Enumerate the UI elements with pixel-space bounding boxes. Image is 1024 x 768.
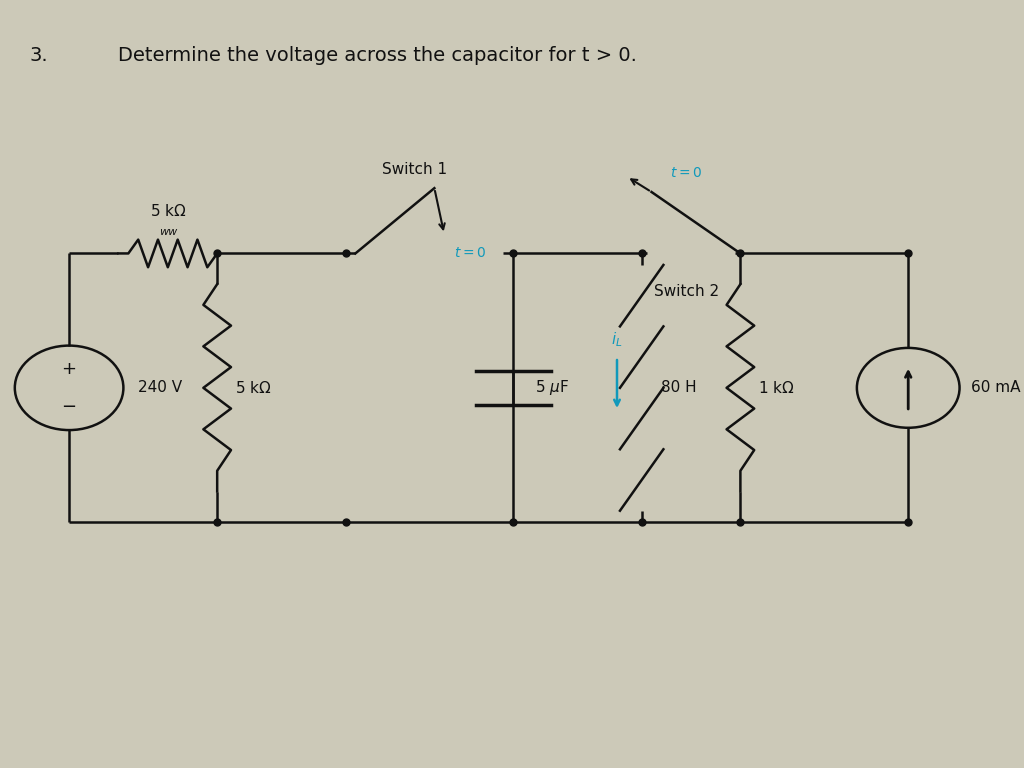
Text: Switch 1: Switch 1 [382,161,447,177]
Text: 5 $\mu$F: 5 $\mu$F [536,379,569,397]
Text: $i_L$: $i_L$ [611,331,623,349]
Text: $t = 0$: $t = 0$ [670,167,702,180]
Text: −: − [61,398,77,415]
Text: $t = 0$: $t = 0$ [454,246,486,260]
Text: 5 k$\Omega$: 5 k$\Omega$ [150,203,186,219]
Text: 5 k$\Omega$: 5 k$\Omega$ [234,380,271,396]
Text: Determine the voltage across the capacitor for t > 0.: Determine the voltage across the capacit… [119,46,637,65]
Text: 3.: 3. [30,46,48,65]
Text: +: + [61,360,77,378]
Text: 240 V: 240 V [138,380,182,396]
Text: ww: ww [159,227,177,237]
Text: 1 k$\Omega$: 1 k$\Omega$ [758,380,795,396]
Text: 80 H: 80 H [662,380,697,396]
Text: 60 mA: 60 mA [972,380,1021,396]
Text: Switch 2: Switch 2 [653,284,719,300]
